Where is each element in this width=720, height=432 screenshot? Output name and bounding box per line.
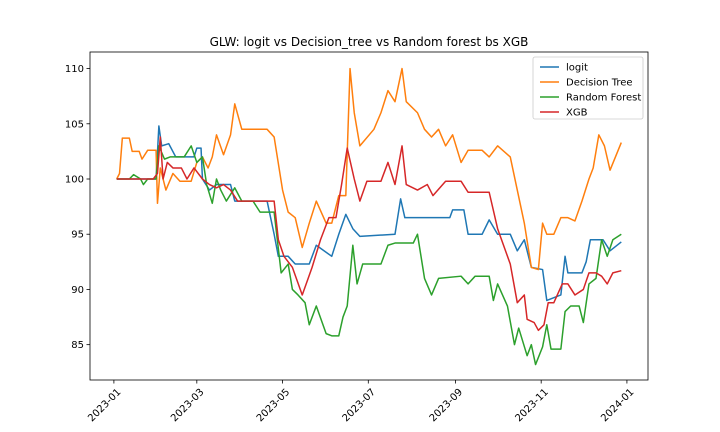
legend-label: XGB (566, 108, 588, 119)
series-line-decision-tree (116, 67, 622, 271)
series-line-random-forest (116, 145, 622, 366)
y-tick-label: 105 (65, 119, 84, 130)
series-line-xgb (116, 136, 622, 332)
legend-box (532, 56, 644, 120)
plot-frame (89, 51, 649, 381)
y-tick-label: 100 (65, 175, 84, 186)
y-tick-label: 110 (65, 64, 84, 75)
y-tick-label: 95 (71, 230, 84, 241)
legend-label: Random Forest (566, 93, 641, 104)
series-line-logit (116, 125, 622, 302)
y-tick-label: 90 (71, 285, 84, 296)
legend: logit Decision Tree Random Forest XGB (532, 56, 644, 120)
series-layer (116, 67, 622, 366)
y-tick-label: 85 (71, 340, 84, 351)
legend-label: Decision Tree (566, 78, 633, 89)
legend-label: logit (566, 63, 588, 74)
chart-title: GLW: logit vs Decision_tree vs Random fo… (210, 35, 529, 49)
y-axis: 85 90 95 100 105 110 (65, 64, 90, 351)
